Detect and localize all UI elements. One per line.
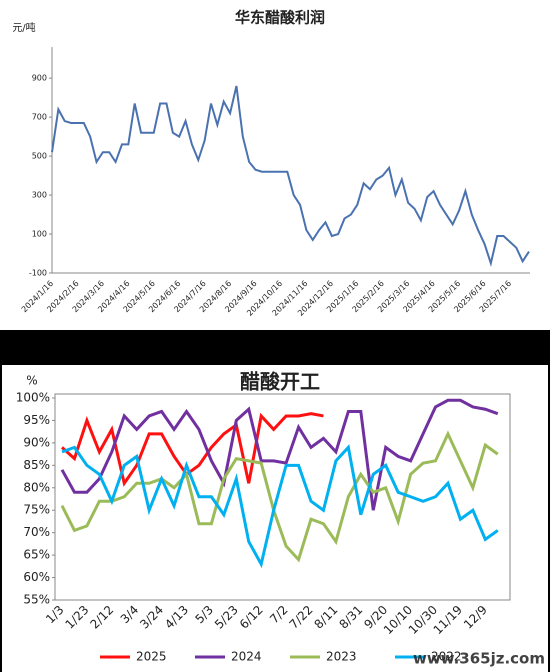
legend-label: 2024: [231, 650, 262, 664]
y-tick-label: 900: [32, 74, 47, 83]
y-tick-label: 95%: [23, 413, 50, 427]
y-unit-label: 元/吨: [12, 21, 35, 34]
y-tick-label: 300: [32, 191, 47, 200]
data-line: [60, 398, 499, 511]
y-tick-label: 55%: [23, 593, 50, 607]
y-tick-label: 80%: [23, 480, 50, 494]
y-tick-label: 500: [32, 152, 47, 161]
y-tick-label: 70%: [23, 525, 50, 539]
data-line: [60, 412, 324, 487]
watermark: www.365jz.com: [413, 650, 545, 668]
data-line: [51, 85, 530, 267]
chart-background: [0, 0, 550, 330]
data-line: [60, 430, 499, 563]
y-tick-label: -100: [29, 269, 47, 278]
legend-label: 2023: [326, 650, 357, 664]
legend-label: 2025: [136, 650, 167, 664]
chart-title: 醋酸开工: [240, 370, 320, 394]
y-tick-label: 65%: [23, 548, 50, 562]
legend-label: 2022: [431, 650, 462, 664]
y-tick-label: 75%: [23, 503, 50, 517]
data-line: [61, 444, 499, 569]
y-tick-label: 85%: [23, 458, 50, 472]
y-tick-label: 700: [32, 113, 47, 122]
y-tick-label: 60%: [23, 570, 50, 584]
y-unit-label: %: [26, 374, 37, 388]
y-tick-label: 100%: [16, 391, 50, 405]
plot-border: [54, 393, 511, 601]
y-tick-label: 90%: [23, 435, 50, 449]
y-tick-label: 100: [32, 230, 47, 239]
chart-title: 华东醋酸利润: [235, 9, 325, 27]
